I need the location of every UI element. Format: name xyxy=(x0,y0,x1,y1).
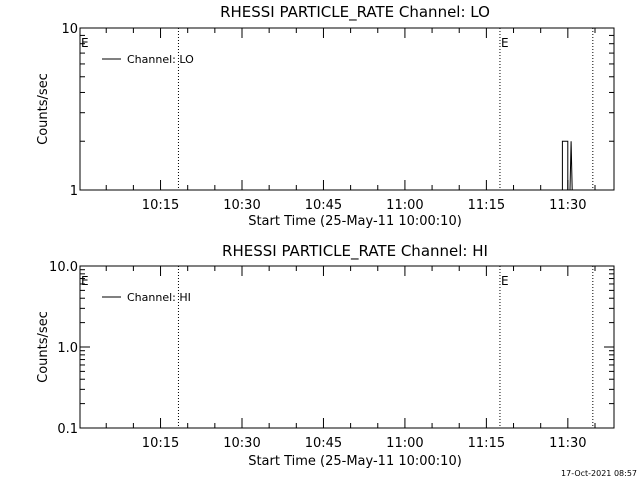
x-tick-label: 11:30 xyxy=(549,198,586,213)
corner-marker: E xyxy=(81,36,89,50)
legend-entry: Channel: LO xyxy=(127,53,194,66)
footer-timestamp: 17-Oct-2021 08:57 xyxy=(561,469,637,478)
plot-frame xyxy=(79,27,615,191)
x-tick-label: 11:00 xyxy=(386,436,423,451)
y-tick-label: 1.0 xyxy=(57,341,78,356)
event-line-label: E xyxy=(501,274,509,288)
x-tick-label: 11:00 xyxy=(386,198,423,213)
y-tick-label: 10 xyxy=(61,22,78,37)
x-tick-label: 10:15 xyxy=(142,436,179,451)
y-axis-label: Counts/sec xyxy=(36,73,51,145)
corner-marker: E xyxy=(81,274,89,288)
chart-title: RHESSI PARTICLE_RATE Channel: HI xyxy=(222,242,488,261)
chart-panel-1: RHESSI PARTICLE_RATE Channel: LO 1 10 Count… xyxy=(36,3,615,229)
chart-title: RHESSI PARTICLE_RATE Channel: LO xyxy=(220,3,490,22)
y-tick-label: 1 xyxy=(70,184,78,199)
x-tick-label: 10:30 xyxy=(223,198,260,213)
event-line-label: E xyxy=(501,36,509,50)
series-line xyxy=(559,140,573,191)
x-tick-label: 10:45 xyxy=(305,198,342,213)
x-tick-label: 11:15 xyxy=(468,198,505,213)
legend-entry: Channel: HI xyxy=(127,291,191,304)
y-tick-label: 0.1 xyxy=(57,422,78,437)
x-tick-label: 11:30 xyxy=(549,436,586,451)
x-tick-label: 10:45 xyxy=(305,436,342,451)
chart-panel-2: RHESSI PARTICLE_RATE Channel: HI 0.1 1.0 10… xyxy=(36,242,615,469)
x-axis-label: Start Time (25-May-11 10:00:10) xyxy=(248,454,462,469)
x-tick-label: 10:30 xyxy=(223,436,260,451)
x-tick-label: 10:15 xyxy=(142,198,179,213)
y-tick-label: 10.0 xyxy=(49,260,78,275)
y-axis-label: Counts/sec xyxy=(36,311,51,383)
x-axis-label: Start Time (25-May-11 10:00:10) xyxy=(248,214,462,229)
x-tick-label: 11:15 xyxy=(468,436,505,451)
